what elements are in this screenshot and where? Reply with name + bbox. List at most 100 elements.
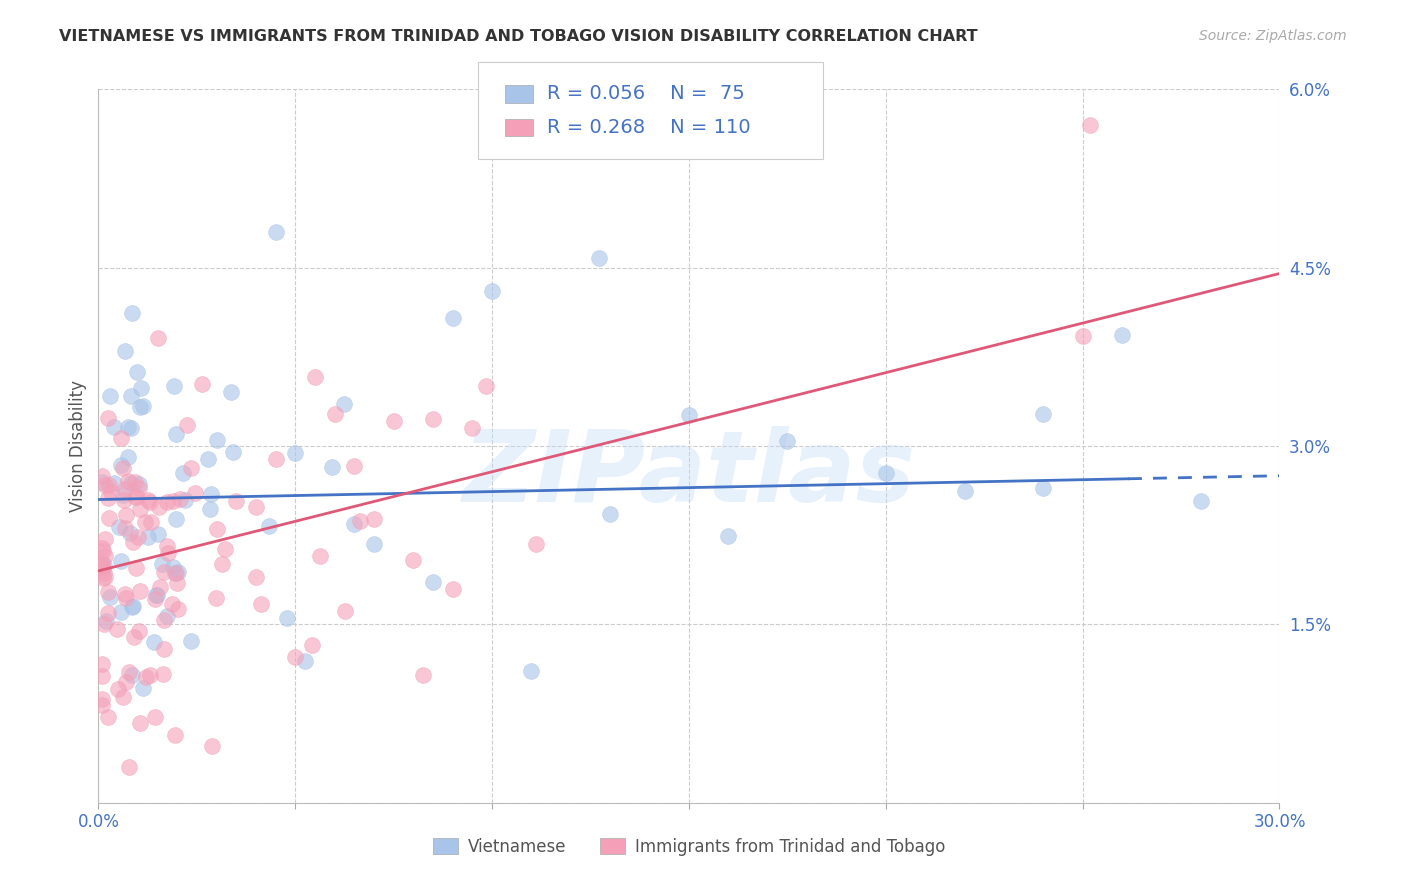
Point (153, 565, 176, 579)
Point (121, 668, 143, 682)
Point (156, 494, 179, 508)
Point (120, 525, 142, 540)
Point (135, 670, 157, 684)
Point (294, 655, 316, 669)
Point (1080, 118, 1102, 132)
Point (219, 384, 242, 399)
Point (128, 400, 150, 414)
Point (105, 623, 128, 637)
Point (180, 461, 202, 475)
Point (156, 539, 179, 553)
Point (1032, 407, 1054, 421)
Point (139, 494, 162, 508)
Point (402, 553, 425, 567)
Point (163, 566, 186, 580)
Point (93, 617, 115, 632)
Point (284, 649, 307, 664)
Point (114, 587, 136, 601)
Point (129, 381, 152, 395)
Point (120, 421, 142, 435)
Point (163, 379, 186, 393)
Point (333, 604, 356, 618)
Point (97, 606, 120, 620)
Point (114, 508, 136, 523)
Point (599, 507, 621, 521)
Point (128, 583, 150, 598)
Point (776, 434, 799, 448)
Point (422, 412, 444, 426)
Text: R = 0.056    N =  75: R = 0.056 N = 75 (547, 84, 745, 103)
Point (152, 667, 174, 681)
Point (93, 549, 115, 564)
Point (110, 458, 132, 473)
Point (180, 633, 202, 648)
Text: VIETNAMESE VS IMMIGRANTS FROM TRINIDAD AND TOBAGO VISION DISABILITY CORRELATION : VIETNAMESE VS IMMIGRANTS FROM TRINIDAD A… (59, 29, 977, 44)
Point (128, 477, 150, 491)
Point (117, 475, 139, 489)
Point (166, 565, 188, 579)
Point (94, 478, 117, 492)
Point (91, 468, 114, 483)
Point (481, 285, 503, 299)
Point (127, 365, 149, 379)
Point (134, 515, 156, 529)
Point (127, 490, 149, 504)
Point (127, 531, 149, 545)
Point (249, 597, 271, 611)
Point (125, 561, 148, 575)
Point (163, 728, 186, 742)
Point (91, 698, 114, 712)
Point (153, 641, 176, 656)
Point (461, 421, 484, 435)
Point (143, 634, 166, 648)
Point (117, 420, 139, 434)
Point (139, 516, 162, 530)
Point (91, 561, 114, 575)
Point (343, 458, 366, 473)
Point (875, 466, 897, 480)
Point (128, 715, 150, 730)
Point (717, 529, 740, 543)
Point (304, 370, 326, 384)
Point (120, 389, 142, 403)
Point (162, 494, 184, 508)
Point (110, 431, 132, 445)
Point (200, 501, 222, 516)
Point (191, 376, 214, 391)
Point (309, 549, 332, 564)
Point (257, 519, 280, 533)
Point (94, 614, 117, 628)
Point (136, 530, 159, 544)
Point (207, 433, 229, 447)
Y-axis label: Vision Disability: Vision Disability (69, 380, 87, 512)
Point (120, 475, 142, 490)
Point (108, 520, 131, 534)
Point (91, 668, 114, 682)
Point (678, 408, 700, 422)
Point (91, 558, 114, 573)
Point (149, 581, 172, 595)
Point (222, 445, 245, 459)
Point (124, 490, 146, 504)
Point (107, 681, 129, 696)
Point (100, 484, 122, 499)
Point (197, 452, 219, 467)
Point (94, 532, 117, 546)
Point (165, 566, 187, 580)
Point (152, 613, 174, 627)
Point (91, 556, 114, 570)
Point (98, 478, 121, 492)
Point (148, 500, 170, 514)
Point (321, 459, 343, 474)
Point (121, 306, 143, 320)
Point (520, 665, 543, 679)
Point (93, 570, 115, 584)
Point (146, 527, 169, 541)
Point (588, 251, 610, 265)
Point (118, 760, 141, 774)
Point (97, 710, 120, 724)
Point (112, 460, 135, 475)
Point (138, 492, 160, 507)
Point (333, 397, 356, 411)
Text: R = 0.268    N = 110: R = 0.268 N = 110 (547, 118, 751, 137)
